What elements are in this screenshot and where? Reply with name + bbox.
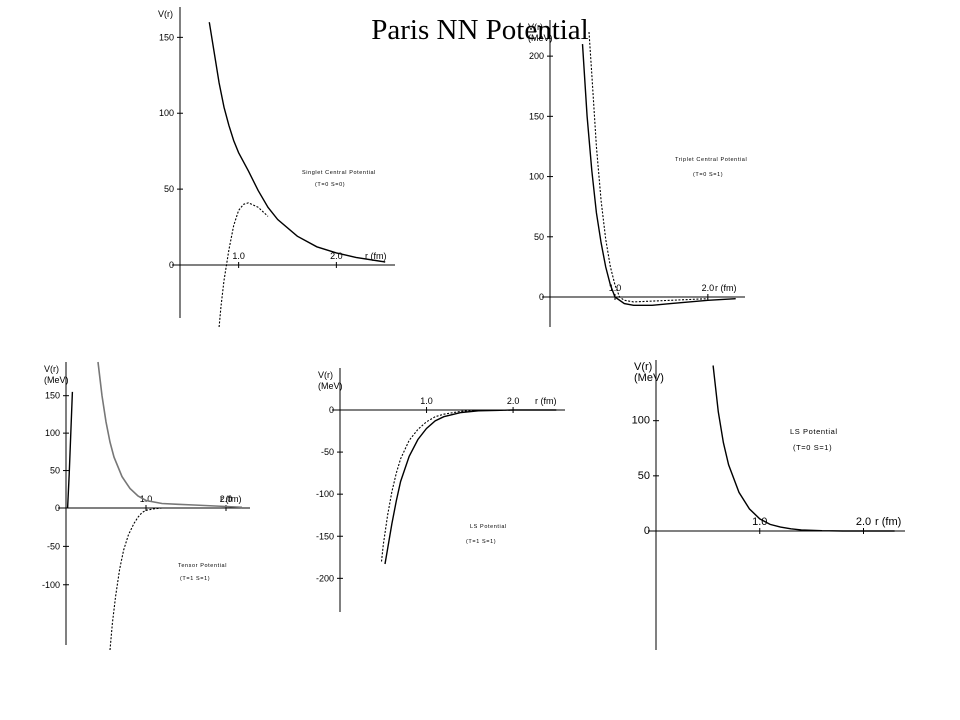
potential-curve-solid xyxy=(712,365,895,532)
potential-curve-gray xyxy=(97,361,243,509)
chart-annotation-quantum-numbers: (T=0 S=0) xyxy=(315,182,345,188)
x-tick-label: 2.0 xyxy=(330,251,343,261)
potential-curve-dashed xyxy=(218,202,269,328)
y-axis-label: V(r) xyxy=(44,364,59,374)
y-tick-label: 0 xyxy=(539,292,544,302)
y-tick-label: -50 xyxy=(321,447,334,457)
y-tick-label: 200 xyxy=(529,51,544,61)
x-tick-label: 1.0 xyxy=(609,283,622,293)
potential-curve-solid xyxy=(208,22,386,263)
x-tick-label: 2.0 xyxy=(507,396,520,406)
x-axis-label: r (fm) xyxy=(875,516,901,528)
y-tick-label: 50 xyxy=(638,470,650,482)
y-axis-unit: (MeV) xyxy=(318,381,343,391)
x-tick-label: 1.0 xyxy=(752,516,767,528)
y-axis-unit: (MeV) xyxy=(528,33,553,43)
y-tick-label: 150 xyxy=(159,32,174,42)
y-tick-label: 100 xyxy=(159,108,174,118)
chart-annotation: LS Potential xyxy=(790,427,838,436)
potential-curve-solid xyxy=(66,391,74,509)
tensor-potential-chart: Tensor Potential (T=1 S=1) -100 -50 0 50 100… xyxy=(42,361,250,651)
y-tick-label: -50 xyxy=(47,541,60,551)
y-tick-label: 0 xyxy=(55,503,60,513)
y-tick-label: -100 xyxy=(316,489,334,499)
y-tick-label: -150 xyxy=(316,531,334,541)
x-tick-label: 2.0 xyxy=(702,283,715,293)
y-tick-label: 100 xyxy=(45,428,60,438)
y-tick-label: 0 xyxy=(644,525,650,537)
y-tick-label: 0 xyxy=(169,260,174,270)
chart-annotation-quantum-numbers: (T=1 S=1) xyxy=(180,576,210,582)
potential-curve-solid xyxy=(581,44,736,306)
x-tick-label: 1.0 xyxy=(232,251,245,261)
x-tick-label: 2.0 xyxy=(856,516,871,528)
y-tick-label: 0 xyxy=(329,405,334,415)
y-tick-label: 50 xyxy=(164,184,174,194)
triplet-central-potential-chart: Triplet Central Potential (T=0 S=1) 0 50 1… xyxy=(528,20,747,327)
potential-curve-dashed xyxy=(588,31,708,303)
x-tick-label: 1.0 xyxy=(140,494,153,504)
y-tick-label: 150 xyxy=(529,111,544,121)
chart-annotation-quantum-numbers: (T=0 S=1) xyxy=(793,443,832,452)
x-tick-label: 1.0 xyxy=(420,396,433,406)
ls-potential-t1-chart: LS Potential (T=1 S=1) -200 -150 -100 -50 0 1… xyxy=(316,368,565,612)
page-title: Paris NN Potential xyxy=(371,14,589,46)
y-tick-label: 100 xyxy=(529,172,544,182)
y-axis-label: V(r) xyxy=(318,370,333,380)
x-axis-label: r (fm) xyxy=(715,283,737,293)
y-axis-label: V(r) xyxy=(158,9,173,19)
chart-annotation-quantum-numbers: (T=1 S=1) xyxy=(466,539,496,545)
ls-potential-t0-chart: LS Potential (T=0 S=1) 0 50 100 1.0 2.0 V(r)(… xyxy=(632,360,905,650)
chart-annotation-quantum-numbers: (T=0 S=1) xyxy=(693,172,723,178)
chart-annotation: Singlet Central Potential xyxy=(302,170,376,176)
y-tick-label: 50 xyxy=(534,232,544,242)
singlet-central-potential-chart: Singlet Central Potential (T=0 S=0) 0 50 1… xyxy=(158,7,395,328)
y-axis-unit: (MeV) xyxy=(44,375,69,385)
y-tick-label: 100 xyxy=(632,415,650,427)
y-axis-label: V(r) xyxy=(634,361,652,373)
potential-curve-dashed xyxy=(380,409,514,562)
x-axis-label: r (fm) xyxy=(535,396,557,406)
y-axis-label: V(r) xyxy=(528,22,543,32)
y-tick-label: 150 xyxy=(45,391,60,401)
potential-curve-dashed xyxy=(109,507,163,651)
chart-annotation: Tensor Potential xyxy=(178,563,227,569)
x-axis-label: r (fm) xyxy=(220,494,242,504)
chart-annotation: Triplet Central Potential xyxy=(675,157,747,163)
x-tick-label: 2.0 xyxy=(220,494,233,504)
x-axis-label: r (fm) xyxy=(365,251,387,261)
y-tick-label: -100 xyxy=(42,580,60,590)
y-tick-label: -200 xyxy=(316,573,334,583)
y-axis-unit: (MeV) xyxy=(634,372,664,384)
y-tick-label: 50 xyxy=(50,466,60,476)
chart-annotation: LS Potential xyxy=(470,524,507,530)
